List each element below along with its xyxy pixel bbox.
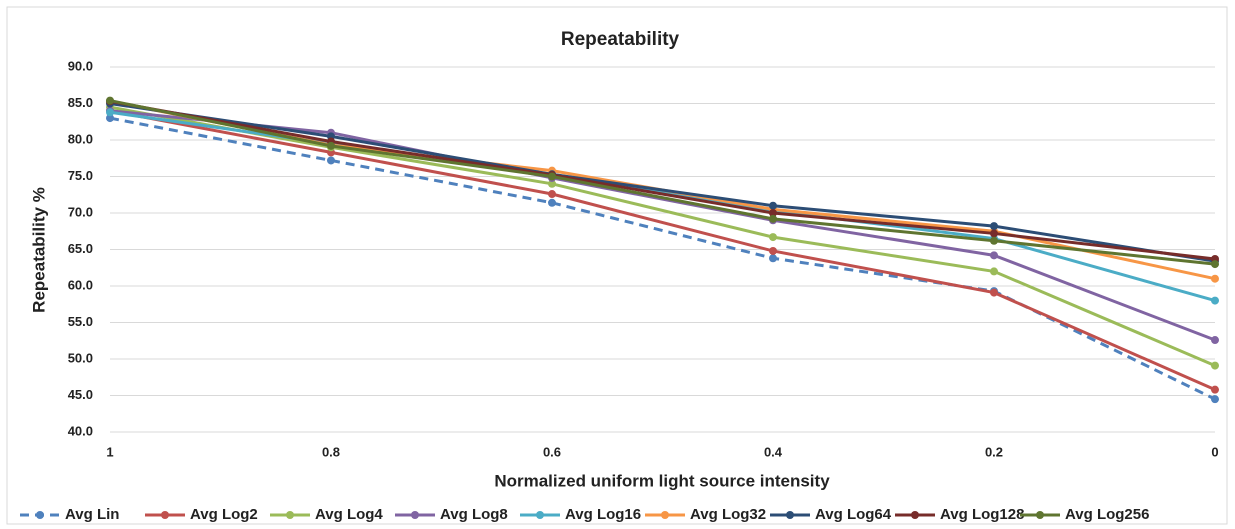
series-line bbox=[109, 105, 1216, 367]
y-tick-label: 85.0 bbox=[68, 95, 93, 110]
data-point bbox=[990, 288, 998, 297]
series-line bbox=[109, 102, 1216, 263]
chart-frame bbox=[6, 6, 1228, 525]
legend-marker bbox=[661, 511, 669, 519]
data-point bbox=[769, 254, 777, 263]
data-point bbox=[1211, 395, 1219, 404]
y-tick-label: 40.0 bbox=[68, 423, 93, 438]
data-point bbox=[990, 251, 998, 260]
data-point bbox=[769, 233, 777, 242]
data-point bbox=[548, 190, 556, 199]
legend-marker bbox=[161, 511, 169, 519]
data-point bbox=[106, 96, 114, 105]
legend-marker bbox=[36, 511, 44, 519]
data-point bbox=[1211, 336, 1219, 345]
y-tick-label: 75.0 bbox=[68, 168, 93, 183]
data-point bbox=[769, 246, 777, 255]
legend-label: Avg Log64 bbox=[815, 506, 892, 523]
x-axis-title: Normalized uniform light source intensit… bbox=[494, 471, 830, 490]
data-point bbox=[769, 214, 777, 223]
legend-label: Avg Log4 bbox=[315, 506, 383, 523]
legend-marker bbox=[536, 511, 544, 519]
legend-label: Avg Log8 bbox=[440, 506, 508, 523]
legend-marker bbox=[1036, 511, 1044, 519]
y-tick-label: 70.0 bbox=[68, 204, 93, 219]
x-tick-label: 0.2 bbox=[985, 444, 1003, 459]
data-point bbox=[327, 141, 335, 150]
x-tick-label: 0.8 bbox=[322, 444, 340, 459]
data-point bbox=[769, 201, 777, 210]
data-point bbox=[327, 156, 335, 165]
legend-label: Avg Lin bbox=[65, 506, 119, 523]
data-point bbox=[106, 108, 114, 117]
legend-label: Avg Log32 bbox=[690, 506, 766, 523]
chart-title: Repeatability bbox=[561, 29, 680, 50]
data-point bbox=[106, 114, 114, 123]
legend-label: Avg Log2 bbox=[190, 506, 258, 523]
legend-marker bbox=[911, 511, 919, 519]
x-tick-label: 0 bbox=[1211, 444, 1218, 459]
data-point bbox=[990, 236, 998, 245]
data-point bbox=[1211, 274, 1219, 283]
legend-marker bbox=[286, 511, 294, 519]
legend-label: Avg Log128 bbox=[940, 506, 1024, 523]
y-tick-label: 65.0 bbox=[68, 241, 93, 256]
series-line bbox=[109, 109, 1216, 392]
data-point bbox=[1211, 260, 1219, 269]
data-point bbox=[1211, 296, 1219, 305]
y-tick-label: 80.0 bbox=[68, 131, 93, 146]
legend-marker bbox=[411, 511, 419, 519]
data-point bbox=[548, 179, 556, 188]
data-point bbox=[548, 172, 556, 181]
data-point bbox=[1211, 361, 1219, 370]
legend-marker bbox=[786, 511, 794, 519]
series-line bbox=[109, 99, 1216, 261]
data-point bbox=[769, 209, 777, 217]
series-line bbox=[109, 116, 1216, 401]
y-axis-title: Repeatability % bbox=[29, 187, 48, 313]
y-tick-label: 60.0 bbox=[68, 277, 93, 292]
data-point bbox=[1211, 385, 1219, 394]
legend-label: Avg Log16 bbox=[565, 506, 641, 523]
y-tick-label: 45.0 bbox=[68, 387, 93, 402]
x-tick-label: 1 bbox=[106, 444, 113, 459]
x-tick-label: 0.4 bbox=[764, 444, 783, 459]
data-point bbox=[548, 198, 556, 207]
y-tick-label: 55.0 bbox=[68, 314, 93, 329]
x-tick-label: 0.6 bbox=[543, 444, 561, 459]
legend-label: Avg Log256 bbox=[1065, 506, 1149, 523]
y-tick-label: 90.0 bbox=[68, 58, 93, 73]
series-line bbox=[109, 99, 1216, 266]
y-tick-label: 50.0 bbox=[68, 350, 93, 365]
data-point bbox=[990, 267, 998, 276]
data-point bbox=[990, 222, 998, 231]
data-point bbox=[990, 229, 998, 238]
